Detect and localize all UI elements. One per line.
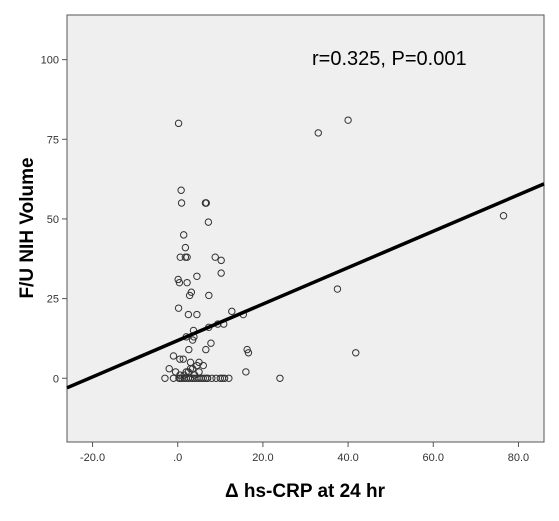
data-point	[202, 345, 210, 354]
data-point	[169, 352, 178, 360]
data-point	[352, 349, 360, 357]
data-point	[161, 374, 169, 382]
data-point	[242, 368, 250, 376]
y-tick-label: 50	[47, 214, 59, 226]
data-point	[183, 278, 191, 287]
data-point	[193, 310, 201, 319]
y-tick-label: 100	[41, 55, 59, 67]
data-point	[243, 345, 251, 354]
data-points	[161, 116, 508, 382]
data-point	[220, 374, 229, 382]
data-point	[174, 275, 182, 284]
data-point	[193, 272, 201, 280]
data-point	[225, 374, 233, 382]
data-point	[344, 116, 352, 124]
data-point	[207, 339, 215, 347]
data-point	[217, 256, 225, 265]
regression-line	[66, 182, 545, 390]
data-point	[244, 349, 253, 357]
y-tick-label: 0	[53, 373, 59, 385]
data-point	[177, 186, 185, 194]
data-point	[179, 355, 187, 363]
data-point	[208, 374, 216, 382]
data-point	[211, 253, 219, 261]
data-point	[217, 269, 225, 277]
data-point	[174, 119, 183, 128]
data-point	[204, 218, 213, 226]
data-point	[216, 374, 225, 382]
x-tick-label: 80.0	[508, 452, 529, 464]
data-point	[193, 361, 201, 370]
data-point	[181, 243, 190, 252]
plot-area	[66, 14, 545, 443]
data-point	[176, 253, 184, 261]
y-tick-label: 75	[47, 134, 59, 146]
x-tick-label: .0	[173, 452, 182, 464]
data-point	[184, 310, 193, 319]
data-point	[314, 129, 322, 137]
y-tick-label: 25	[47, 294, 59, 306]
y-axis-title: F/U NIH Volume	[17, 157, 38, 298]
data-point	[203, 374, 212, 382]
data-point	[276, 374, 284, 382]
data-point	[179, 231, 188, 239]
data-point	[185, 291, 194, 300]
data-point	[177, 199, 186, 207]
x-axis-title: Δ hs-CRP at 24 hr	[225, 481, 386, 502]
data-point	[165, 365, 173, 373]
annotation-text: r=0.325, P=0.001	[312, 48, 467, 70]
x-tick-label: 60.0	[423, 452, 444, 464]
x-tick-label: 20.0	[252, 452, 273, 464]
data-point	[175, 278, 184, 287]
data-point	[181, 253, 190, 261]
data-point	[499, 212, 508, 220]
data-point	[188, 336, 197, 344]
data-point	[176, 355, 184, 363]
data-point	[174, 304, 183, 312]
data-point	[202, 199, 210, 207]
data-point	[205, 291, 213, 300]
data-point	[185, 345, 193, 354]
data-point	[228, 307, 236, 316]
data-point	[199, 374, 207, 382]
data-point	[333, 285, 342, 293]
x-tick-label: -20.0	[80, 452, 105, 464]
x-tick-label: 40.0	[337, 452, 358, 464]
axis-ticks: -20.0 .0 20.0 40.0 60.0 80.0 0 25 50 75 100	[41, 55, 530, 464]
